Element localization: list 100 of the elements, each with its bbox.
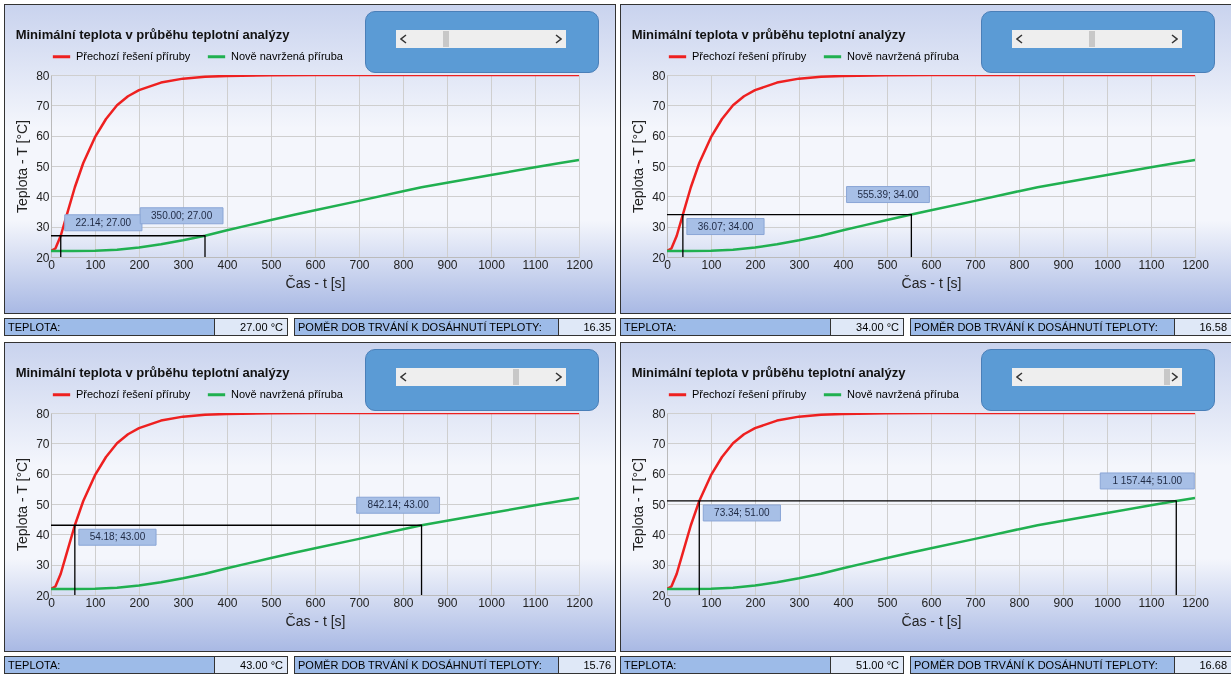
chart-title: Minimální teplota v průběhu teplotní analýzy: [15, 27, 291, 42]
y-tick-label: 40: [36, 527, 50, 542]
legend-label: Nově navržená příruba: [231, 49, 344, 62]
y-axis-title: Teplota - T [°C]: [630, 119, 647, 214]
y-tick-label: 80: [36, 406, 50, 421]
y-tick-label: 70: [36, 98, 50, 113]
text: TEPLOTA:: [5, 319, 215, 335]
x-tick-label: 200: [745, 257, 766, 272]
x-tick-label: 400: [217, 257, 238, 272]
x-tick-label: 500: [261, 595, 282, 610]
x-tick-label: 100: [701, 257, 722, 272]
text: TEPLOTA:: [5, 657, 215, 673]
x-tick-label: 100: [701, 595, 722, 610]
x-tick-label: 800: [1009, 257, 1030, 272]
x-tick-label: 900: [437, 257, 458, 272]
annotation: 73.34; 51.00: [714, 506, 771, 518]
annotation: 555.39; 34.00: [857, 188, 919, 200]
y-tick-label: 70: [652, 98, 666, 113]
x-tick-label: 500: [877, 595, 898, 610]
annotation: 1 157.44; 51.00: [1112, 474, 1183, 486]
text: 27.00 °C: [215, 319, 287, 335]
x-tick-label: 300: [789, 595, 810, 610]
text: 16.35: [559, 319, 615, 335]
x-tick-label: 1200: [1182, 595, 1210, 610]
text: POMĚR DOB TRVÁNÍ K DOSÁHNUTÍ TEPLOTY:: [911, 319, 1175, 335]
x-tick-label: 800: [393, 257, 414, 272]
x-tick-label: 0: [48, 257, 56, 272]
y-tick-label: 70: [36, 436, 50, 451]
x-tick-label: 700: [965, 257, 986, 272]
y-tick-label: 60: [36, 467, 50, 482]
x-tick-label: 400: [833, 595, 854, 610]
y-tick-label: 60: [36, 129, 50, 144]
x-tick-label: 700: [965, 595, 986, 610]
y-tick-label: 60: [652, 129, 666, 144]
y-tick-label: 30: [652, 220, 666, 235]
y-tick-label: 30: [652, 558, 666, 573]
text: POMĚR DOB TRVÁNÍ K DOSÁHNUTÍ TEPLOTY:: [295, 319, 559, 335]
x-tick-label: 400: [217, 595, 238, 610]
x-tick-label: 1000: [1094, 595, 1122, 610]
chart-title: Minimální teplota v průběhu teplotní analýzy: [15, 365, 291, 380]
y-tick-label: 40: [652, 189, 666, 204]
legend-label: Nově navržená příruba: [847, 387, 960, 400]
y-tick-label: 80: [652, 68, 666, 83]
y-tick-label: 50: [652, 159, 666, 174]
y-axis-title: Teplota - T [°C]: [14, 457, 31, 552]
x-tick-label: 1100: [1138, 257, 1165, 272]
legend-label: Nově navržená příruba: [847, 49, 960, 62]
x-tick-label: 1100: [522, 257, 549, 272]
y-tick-label: 30: [36, 220, 50, 235]
y-tick-label: 80: [36, 68, 50, 83]
text: POMĚR DOB TRVÁNÍ K DOSÁHNUTÍ TEPLOTY:: [295, 657, 559, 673]
text: 16.58: [1175, 319, 1231, 335]
text: TEPLOTA:: [621, 319, 831, 335]
annotation: 22.14; 27.00: [75, 216, 132, 228]
x-axis-title: Čas - t [s]: [285, 612, 346, 629]
y-axis-title: Teplota - T [°C]: [630, 457, 647, 552]
x-tick-label: 600: [921, 595, 942, 610]
x-tick-label: 1200: [1182, 257, 1210, 272]
x-tick-label: 700: [349, 257, 370, 272]
text: 43.00 °C: [215, 657, 287, 673]
x-tick-label: 900: [437, 595, 458, 610]
x-tick-label: 300: [173, 257, 194, 272]
annotation: 842.14; 43.00: [367, 499, 430, 511]
x-tick-label: 100: [85, 257, 106, 272]
y-tick-label: 70: [652, 436, 666, 451]
y-tick-label: 50: [652, 497, 666, 512]
x-tick-label: 600: [305, 257, 326, 272]
x-tick-label: 1200: [566, 257, 594, 272]
y-tick-label: 40: [36, 189, 50, 204]
x-tick-label: 400: [833, 257, 854, 272]
y-axis-title: Teplota - T [°C]: [14, 119, 31, 214]
x-tick-label: 600: [305, 595, 326, 610]
text: 34.00 °C: [831, 319, 903, 335]
x-tick-label: 0: [664, 595, 672, 610]
text: POMĚR DOB TRVÁNÍ K DOSÁHNUTÍ TEPLOTY:: [911, 657, 1175, 673]
x-tick-label: 1000: [478, 257, 506, 272]
y-tick-label: 40: [652, 527, 666, 542]
x-axis-title: Čas - t [s]: [901, 274, 962, 291]
x-axis-title: Čas - t [s]: [901, 612, 962, 629]
legend-label: Přechozí řešení příruby: [76, 387, 191, 400]
x-tick-label: 800: [393, 595, 414, 610]
x-tick-label: 0: [664, 257, 672, 272]
chart-title: Minimální teplota v průběhu teplotní analýzy: [631, 365, 907, 380]
x-tick-label: 200: [129, 257, 150, 272]
x-tick-label: 600: [921, 257, 942, 272]
x-tick-label: 500: [877, 257, 898, 272]
text: 16.68: [1175, 657, 1231, 673]
text: 15.76: [559, 657, 615, 673]
x-tick-label: 1100: [522, 595, 549, 610]
x-tick-label: 200: [745, 595, 766, 610]
x-tick-label: 300: [173, 595, 194, 610]
x-tick-label: 100: [85, 595, 106, 610]
x-tick-label: 800: [1009, 595, 1030, 610]
x-tick-label: 1000: [478, 595, 506, 610]
text: TEPLOTA:: [621, 657, 831, 673]
legend-label: Nově navržená příruba: [231, 387, 344, 400]
chart-title: Minimální teplota v průběhu teplotní analýzy: [631, 27, 907, 42]
text: 51.00 °C: [831, 657, 903, 673]
x-tick-label: 300: [789, 257, 810, 272]
x-tick-label: 700: [349, 595, 370, 610]
